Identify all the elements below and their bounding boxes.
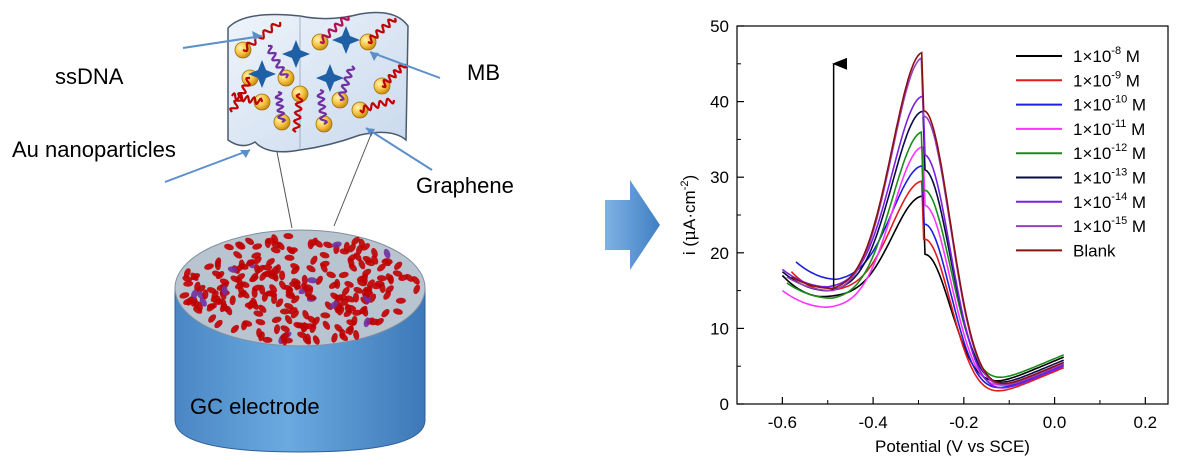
legend-label: 1×10-8 M <box>1073 45 1140 66</box>
y-label-mu: μ <box>680 230 700 241</box>
sensor-schematic: ssDNA MB Au nanoparticles Graphene GC el… <box>12 11 514 453</box>
ssdna-strands <box>229 15 408 133</box>
y-tick-label: 40 <box>710 93 729 112</box>
legend-label: 1×10-13 M <box>1073 167 1146 188</box>
y-label-exp: -2 <box>679 180 691 190</box>
mb-star-icon <box>282 40 310 68</box>
y-tick-label: 50 <box>710 17 729 36</box>
mb-star-icon <box>316 64 344 92</box>
y-label-post: ) <box>680 175 699 181</box>
x-tick-label: 0.2 <box>1133 413 1157 432</box>
dna-strand <box>229 76 251 113</box>
label-ssdna: ssDNA <box>55 64 124 89</box>
chart-legend: 1×10-8 M 1×10-9 M 1×10-10 M 1×10-11 M 1×10-1… <box>1016 45 1146 260</box>
x-axis-label: Potential (V vs SCE) <box>875 437 1030 456</box>
dna-strand <box>359 97 396 114</box>
y-axis-label: i (μA·cm-2) <box>679 175 700 255</box>
mb-star-icon <box>332 26 360 54</box>
label-graphene: Graphene <box>416 173 514 198</box>
series-line <box>795 164 1064 389</box>
series-line <box>781 95 1064 389</box>
dna-strand <box>267 44 290 79</box>
dna-strand <box>242 21 282 53</box>
transition-arrow-icon <box>605 180 660 270</box>
label-gc-electrode: GC electrode <box>190 394 320 419</box>
chart-axes: -0.6 -0.4 -0.2 0.0 0.2 0 10 20 30 40 50 <box>710 17 1157 432</box>
dna-strand <box>291 92 304 133</box>
legend-label: 1×10-11 M <box>1073 118 1145 139</box>
x-tick-label: -0.4 <box>858 413 887 432</box>
legend-label: 1×10-14 M <box>1073 191 1146 212</box>
dna-strand <box>319 15 350 45</box>
y-label-pre: i ( <box>680 241 699 256</box>
mb-star-icon <box>248 60 276 88</box>
legend-label: Blank <box>1073 241 1116 260</box>
pointer-lines <box>164 35 441 183</box>
series-line <box>791 51 1064 385</box>
electrode-surface-dna <box>179 233 421 346</box>
label-au-nanoparticles: Au nanoparticles <box>12 137 176 162</box>
legend-label: 1×10-15 M <box>1073 215 1146 236</box>
y-label-unit: A·cm <box>680 190 699 230</box>
y-tick-label: 30 <box>710 168 729 187</box>
series-line <box>786 56 1065 386</box>
y-tick-label: 10 <box>710 319 729 338</box>
x-tick-label: -0.2 <box>949 413 978 432</box>
legend-label: 1×10-10 M <box>1073 94 1146 115</box>
dna-strand <box>316 88 329 125</box>
dna-strand <box>274 90 287 123</box>
mb-stars <box>248 26 360 92</box>
legend-label: 1×10-12 M <box>1073 142 1146 163</box>
y-tick-label: 0 <box>720 395 729 414</box>
x-tick-label: 0.0 <box>1043 413 1067 432</box>
dna-strand <box>367 17 397 45</box>
label-mb: MB <box>467 60 500 85</box>
x-tick-label: -0.6 <box>768 413 797 432</box>
dna-strand <box>338 65 356 102</box>
dna-strand <box>381 63 408 89</box>
y-tick-label: 20 <box>710 244 729 263</box>
chart-curves <box>781 51 1065 392</box>
series-line <box>786 130 1064 378</box>
legend-label: 1×10-9 M <box>1073 69 1140 90</box>
